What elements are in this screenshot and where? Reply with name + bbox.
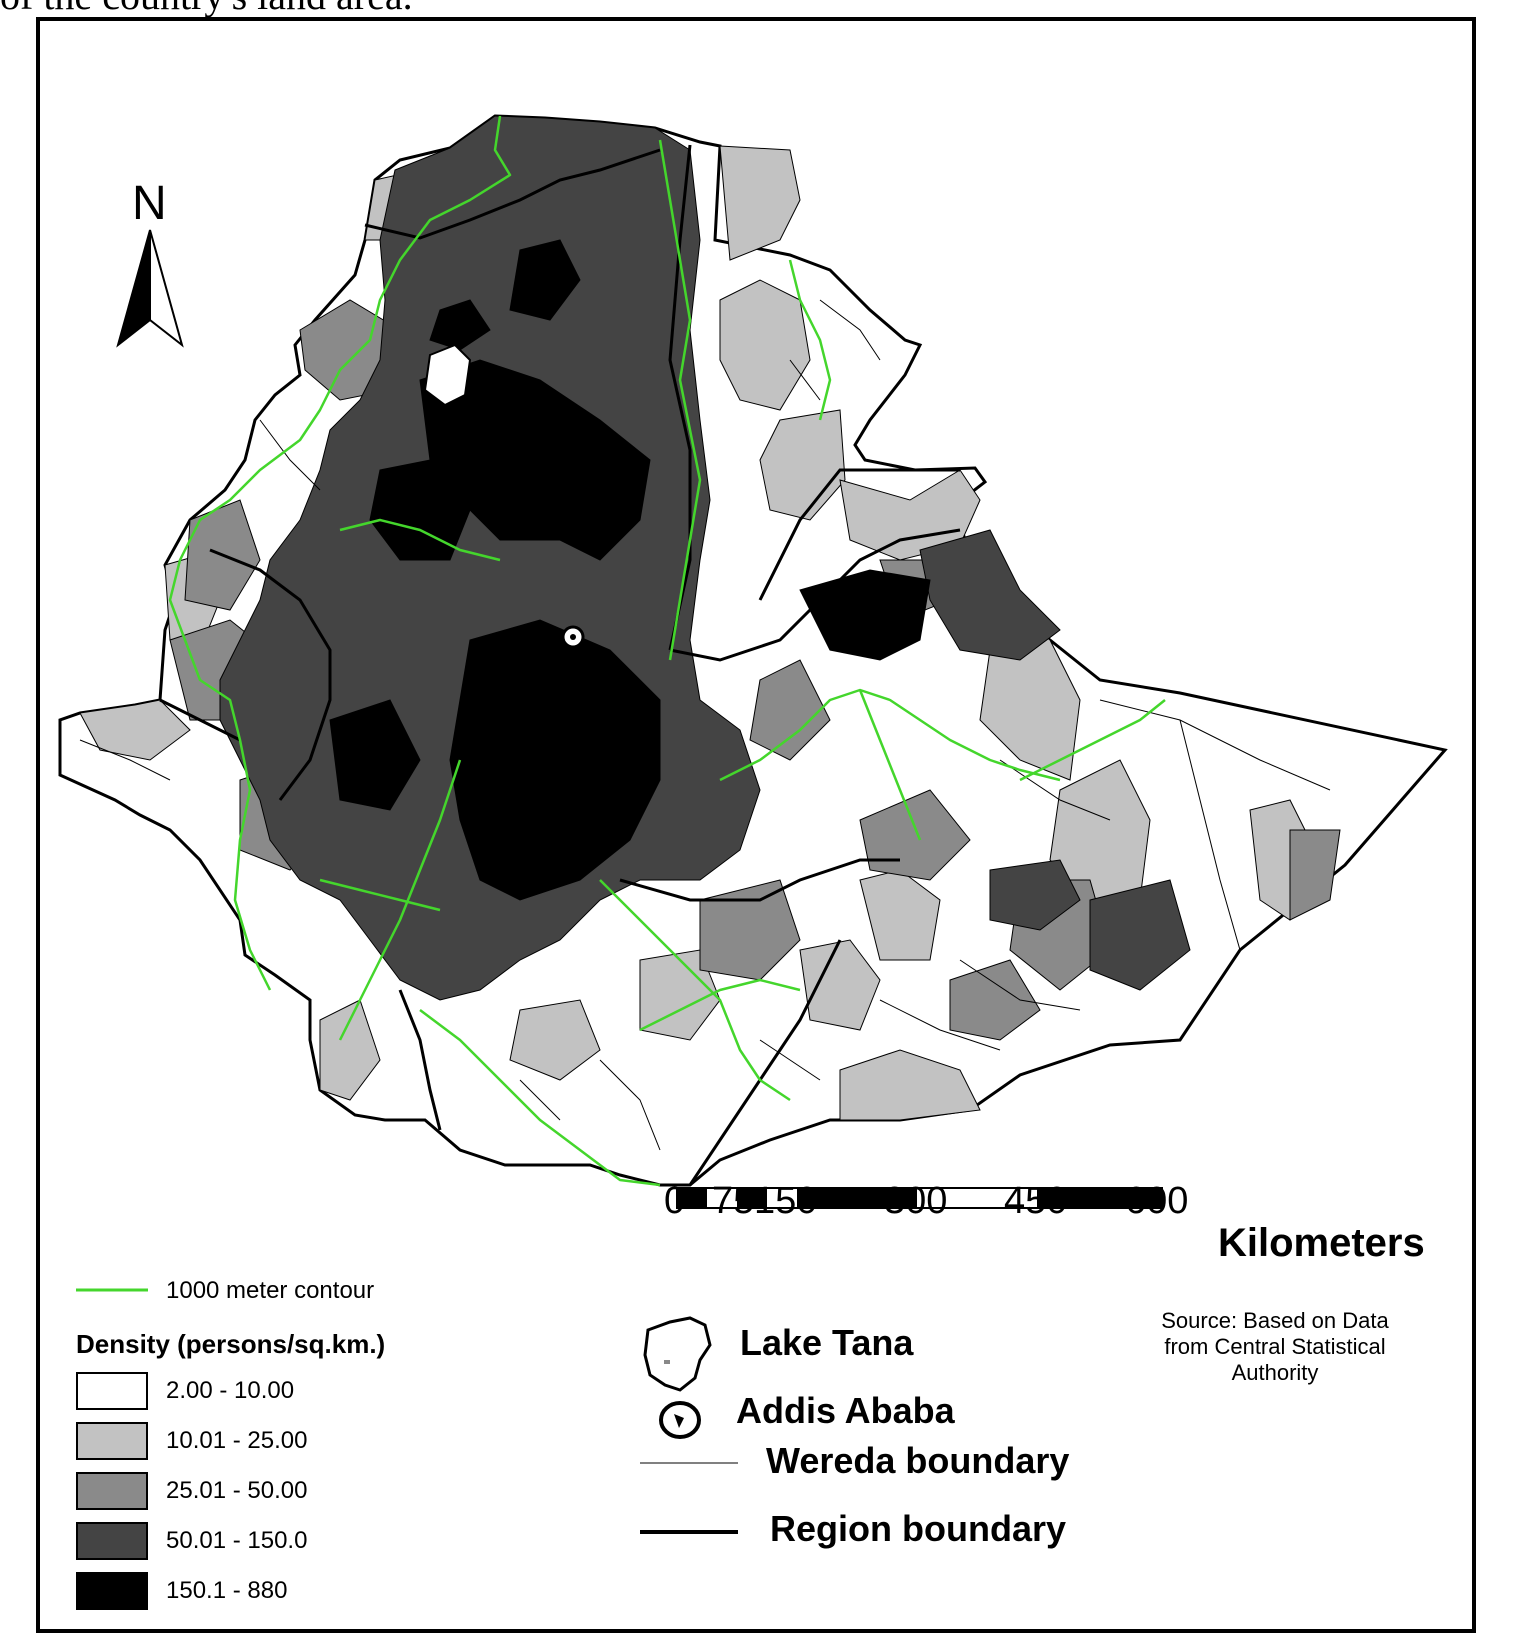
legend-label-class-2: 10.01 - 25.00 [166,1427,308,1454]
legend-label-class-5: 150.1 - 880 [166,1577,288,1604]
legend-swatch-class-1 [76,1372,148,1410]
addis-ababa-label: Addis Ababa [736,1390,955,1431]
legend-swatch-class-5 [76,1572,148,1610]
lake-tana-symbol [643,1316,712,1392]
elevation-contours [168,115,1166,1187]
north-label: N [132,177,167,230]
region-boundary-label: Region boundary [770,1508,1066,1549]
scale-tick-75: 75 [712,1180,755,1222]
contour-legend-label: 1000 meter contour [166,1277,375,1304]
legend-swatch-class-2 [76,1422,148,1460]
legend-label-class-1: 2.00 - 10.00 [166,1377,295,1404]
legend-label-class-4: 50.01 - 150.0 [166,1527,308,1554]
source-note: Source: Based on Data from Central Stati… [1125,1308,1425,1386]
lake-tana-label: Lake Tana [740,1322,914,1363]
lake-tana-on-map [423,343,472,407]
density-class-5-areas [329,239,931,901]
addis-ababa-symbol [659,1401,701,1439]
scale-unit-label: Kilometers [1218,1221,1425,1265]
legend-label-class-3: 25.01 - 50.00 [166,1477,308,1504]
density-legend-title: Density (persons/sq.km.) [76,1329,386,1359]
source-line-2: from Central Statistical [1164,1334,1386,1359]
scale-tick-450: 450 [1004,1180,1068,1222]
source-line-1: Source: Based on Data [1161,1308,1389,1333]
scale-tick-150: 150 [754,1180,818,1222]
scale-bar [676,1187,1163,1209]
wereda-boundary-label: Wereda boundary [766,1440,1070,1481]
region-boundaries [159,144,961,1186]
caption-text: of the country's land area. [0,0,700,16]
scale-tick-300: 300 [884,1180,948,1222]
scale-tick-600: 600 [1125,1180,1189,1222]
wereda-boundaries [79,299,1331,1151]
addis-ababa-on-map [561,625,585,649]
source-line-3: Authority [1231,1360,1319,1385]
density-class-2-areas [79,145,1321,1121]
scale-tick-0: 0 [664,1180,686,1222]
legend-swatch-class-3 [76,1472,148,1510]
legend-swatch-class-4 [76,1522,148,1560]
north-arrow [116,229,184,348]
